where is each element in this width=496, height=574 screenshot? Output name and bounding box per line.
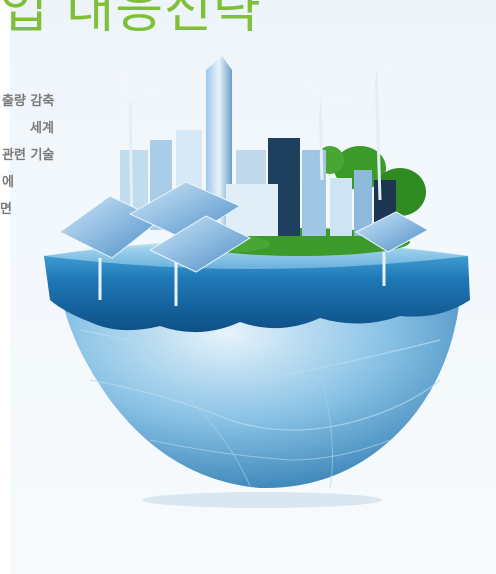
body-text-fragment: 출량 감축 세계 관련 기술 에 면 [0,88,92,223]
body-line: 출량 감축 [2,94,55,109]
solar-panel-array [59,181,430,306]
left-margin-strip [0,0,10,574]
body-line: 세계 [30,121,54,136]
body-line: 에 [2,175,14,190]
globe-shadow [142,492,382,508]
wind-turbine [299,69,353,181]
body-line: 관련 기술 [2,148,55,163]
wind-turbine [354,39,413,201]
body-line: 면 [0,202,12,217]
headline-fragment: 업 대응전략 [0,0,262,40]
